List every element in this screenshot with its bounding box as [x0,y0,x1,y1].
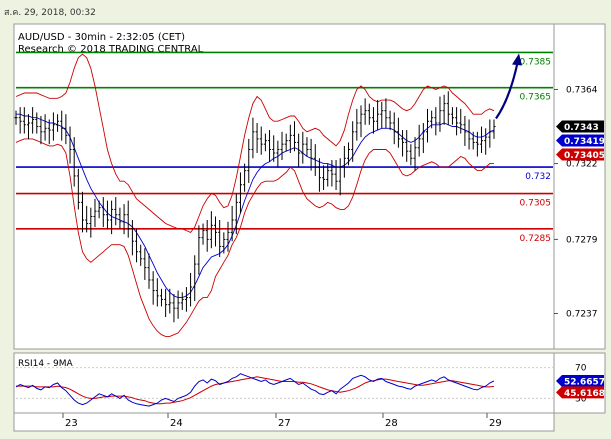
level-label-2: 0.732 [525,172,551,182]
y-tick-label: 0.7237 [566,309,598,319]
y-ticks: 0.7364 0.7322 0.7279 0.7237 [554,85,598,319]
levels-layer: 0.7385 0.7365 0.732 0.7305 0.7285 [16,51,553,244]
rsi-tick-label: 70 [575,364,587,374]
y-tick-label: 0.7364 [566,85,598,95]
rsi-tick-label: 30 [575,394,587,404]
chart-subtitle: Research © 2018 TRADING CENTRAL [18,44,204,55]
rsi-ma-line [16,376,495,405]
price-label-box [556,120,604,133]
rsi-line [15,373,495,407]
x-tick-label: 23 [65,418,78,429]
indicators-layer [15,53,495,337]
chart-title: AUD/USD - 30min - 2:32:05 (CET) [18,32,185,43]
level-label-4: 0.7285 [520,234,552,244]
forecast-arrow-shaft [495,60,520,120]
candles-layer [14,91,496,323]
rsi-value-label: 45.6168 [564,389,605,399]
level-label-0: 0.7385 [520,57,552,67]
price-labels: 0.7343 0.73419 0.73405 [556,120,605,161]
price-label-box [556,134,604,147]
main-plot-area [13,23,555,350]
x-tick-label: 27 [278,418,291,429]
price-label-box [556,148,604,161]
time-axis [13,412,555,432]
forecast-arrow [495,53,522,120]
x-tick-label: 24 [170,418,183,429]
rsi-label-box [556,386,604,399]
forecast-arrow-head [512,53,522,66]
level-label-3: 0.7305 [520,199,552,209]
upper-band-line [15,53,495,233]
price-axis-panel [553,23,606,350]
x-ticks: 23 24 27 28 29 [62,413,502,429]
lower-band-line [15,138,494,337]
price-label: 0.73419 [564,137,605,147]
moving-average-line [16,113,495,299]
rsi-title: RSI14 - 9MA [18,359,74,369]
level-label-1: 0.7365 [520,93,552,103]
rsi-label-box [556,374,604,387]
y-tick-label: 0.7322 [566,160,598,170]
price-label: 0.73405 [564,151,605,161]
y-tick-label: 0.7279 [566,235,598,245]
x-tick-label: 28 [385,418,398,429]
rsi-plot-area [13,352,555,414]
rsi-layer: 70 30 52.6657 45.6168 [15,364,605,407]
price-label: 0.7343 [564,123,599,133]
x-tick-label: 29 [489,418,502,429]
rsi-value-label: 52.6657 [564,377,605,387]
timestamp-header: ส.ค. 29, 2018, 00:32 [4,8,96,18]
